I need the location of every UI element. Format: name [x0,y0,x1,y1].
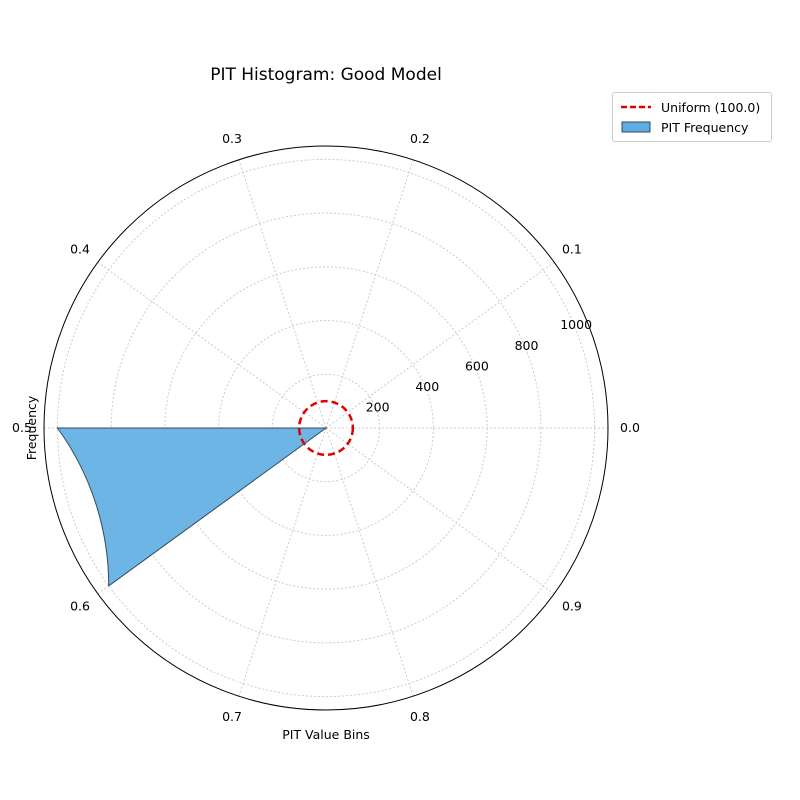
radial-tick-label: 800 [515,338,539,353]
angular-gridline-4 [97,261,327,429]
angle-tick-label: 0.8 [410,709,430,724]
angular-gridline-8 [325,427,414,697]
polar-spine [43,145,609,711]
bar-bin-0.5 [56,427,328,587]
legend-label-uniform: Uniform (100.0) [661,99,761,115]
y-axis-label: Frequency [24,395,39,460]
angular-gridline-3 [238,159,327,429]
angle-tick-label: 0.5 [12,420,32,435]
angle-tick-label: 0.4 [70,241,90,256]
dashed-line-swatch [621,105,651,109]
angular-gridline-9 [325,427,555,595]
reference-layer [297,399,355,457]
legend-label-pit-frequency: PIT Frequency [661,119,749,135]
radial-tick-label: 600 [465,358,489,373]
angle-tick-label: 0.2 [410,131,430,146]
angle-tick-label: 0.6 [70,599,90,614]
angle-tick-label: 0.1 [562,241,582,256]
angular-gridline-1 [325,261,555,429]
angle-tick-label: 0.0 [620,420,640,435]
radial-tick-labels: 200 400 600 800 1000 [366,317,592,414]
chart-title: PIT Histogram: Good Model [210,65,442,85]
radial-tick-label: 1000 [560,317,592,332]
legend-item-pit-frequency: PIT Frequency [619,118,748,136]
uniform-reference-circle [297,399,355,457]
bar-swatch [621,121,651,133]
bar-layer [56,427,328,587]
legend-item-uniform: Uniform (100.0) [619,98,760,116]
x-axis-label: PIT Value Bins [282,727,370,742]
angle-tick-label: 0.3 [222,131,242,146]
angle-tick-label: 0.7 [222,709,242,724]
radial-tick-label: 400 [415,379,439,394]
angular-gridline-7 [238,427,327,697]
angular-gridline-2 [325,159,414,429]
radial-tick-label: 200 [366,399,390,414]
legend: Uniform (100.0) PIT Frequency [612,92,772,142]
radial-gridline-4 [110,212,542,644]
angle-tick-label: 0.9 [562,599,582,614]
angle-tick-labels: 0.0 0.1 0.2 0.3 0.4 0.5 0.6 0.7 0.8 0.9 [12,131,640,724]
